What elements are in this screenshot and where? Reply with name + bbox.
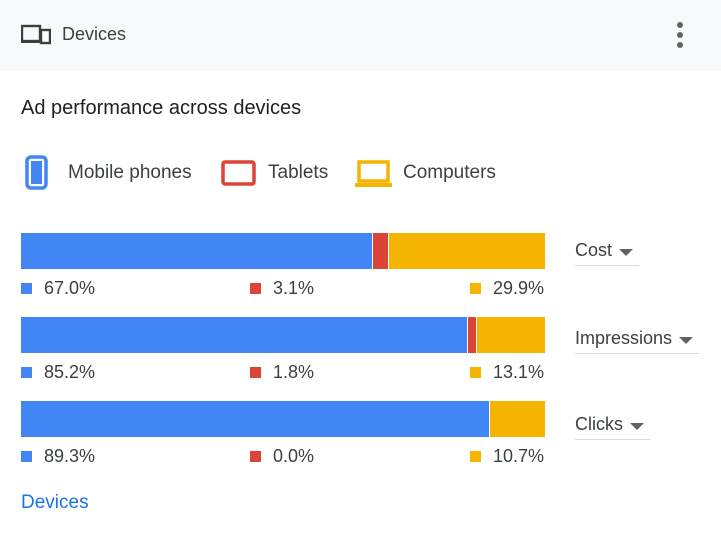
legend-label-mobile-phones: Mobile phones: [68, 162, 192, 183]
pct-value: 10.7%: [493, 446, 545, 466]
pct-value: 85.2%: [44, 362, 96, 382]
laptop-icon: [355, 160, 392, 187]
metric-dropdown-cost[interactable]: Cost: [575, 239, 640, 266]
section-title: Ad performance across devices: [21, 97, 302, 119]
dropdown-arrow-icon: [619, 249, 634, 256]
dropdown-arrow-icon: [630, 423, 644, 430]
legend-square: [470, 367, 481, 378]
mobile-phone-icon: [25, 155, 48, 190]
metric-dropdown-impressions[interactable]: Impressions: [575, 327, 700, 354]
stacked-bar-clicks: [21, 401, 545, 437]
metric-row-clicks: 89.3% 0.0% 10.7% Clicks: [21, 401, 721, 471]
more-options-icon[interactable]: [670, 20, 690, 50]
bar-segment-cost-computers: [388, 233, 545, 269]
bar-segment-cost-tablets: [372, 233, 388, 269]
legend-square: [250, 451, 261, 462]
metric-dropdown-label: Impressions: [575, 328, 673, 348]
stacked-bar-impressions: [21, 317, 545, 353]
bar-segment-clicks-mobile: [21, 401, 489, 437]
bar-segment-impressions-tablets: [467, 317, 476, 353]
metric-dropdown-label: Clicks: [575, 414, 623, 434]
pct-value: 67.0%: [44, 278, 96, 298]
pct-value: 3.1%: [273, 278, 315, 298]
pct-value: 89.3%: [44, 446, 96, 466]
bar-segment-impressions-computers: [476, 317, 545, 353]
metric-dropdown-label: Cost: [575, 240, 613, 260]
legend-label-tablets: Tablets: [268, 162, 329, 183]
legend-square: [21, 451, 32, 462]
bar-segment-impressions-mobile: [21, 317, 467, 353]
card-title: Devices: [62, 24, 127, 44]
pct-value: 0.0%: [273, 446, 315, 466]
pct-value: 13.1%: [493, 362, 545, 382]
metric-dropdown-clicks[interactable]: Clicks: [575, 413, 650, 440]
legend-square: [250, 367, 261, 378]
pct-value: 1.8%: [273, 362, 315, 382]
metric-row-impressions: 85.2% 1.8% 13.1% Impressions: [21, 317, 721, 387]
devices-link[interactable]: Devices: [21, 492, 89, 513]
legend-square: [21, 283, 32, 294]
legend-square: [470, 283, 481, 294]
bar-segment-cost-mobile: [21, 233, 372, 269]
legend-label-computers: Computers: [403, 162, 496, 183]
legend-square: [250, 283, 261, 294]
legend-square: [21, 367, 32, 378]
dropdown-arrow-icon: [679, 337, 694, 344]
card-header: Devices: [0, 0, 721, 71]
pct-value: 29.9%: [493, 278, 545, 298]
metric-row-cost: 67.0% 3.1% 29.9% Cost: [21, 233, 721, 303]
bar-segment-clicks-computers: [489, 401, 545, 437]
stacked-bar-cost: [21, 233, 545, 269]
legend-square: [470, 451, 481, 462]
tablet-icon: [221, 160, 256, 186]
devices-icon: [21, 24, 51, 45]
